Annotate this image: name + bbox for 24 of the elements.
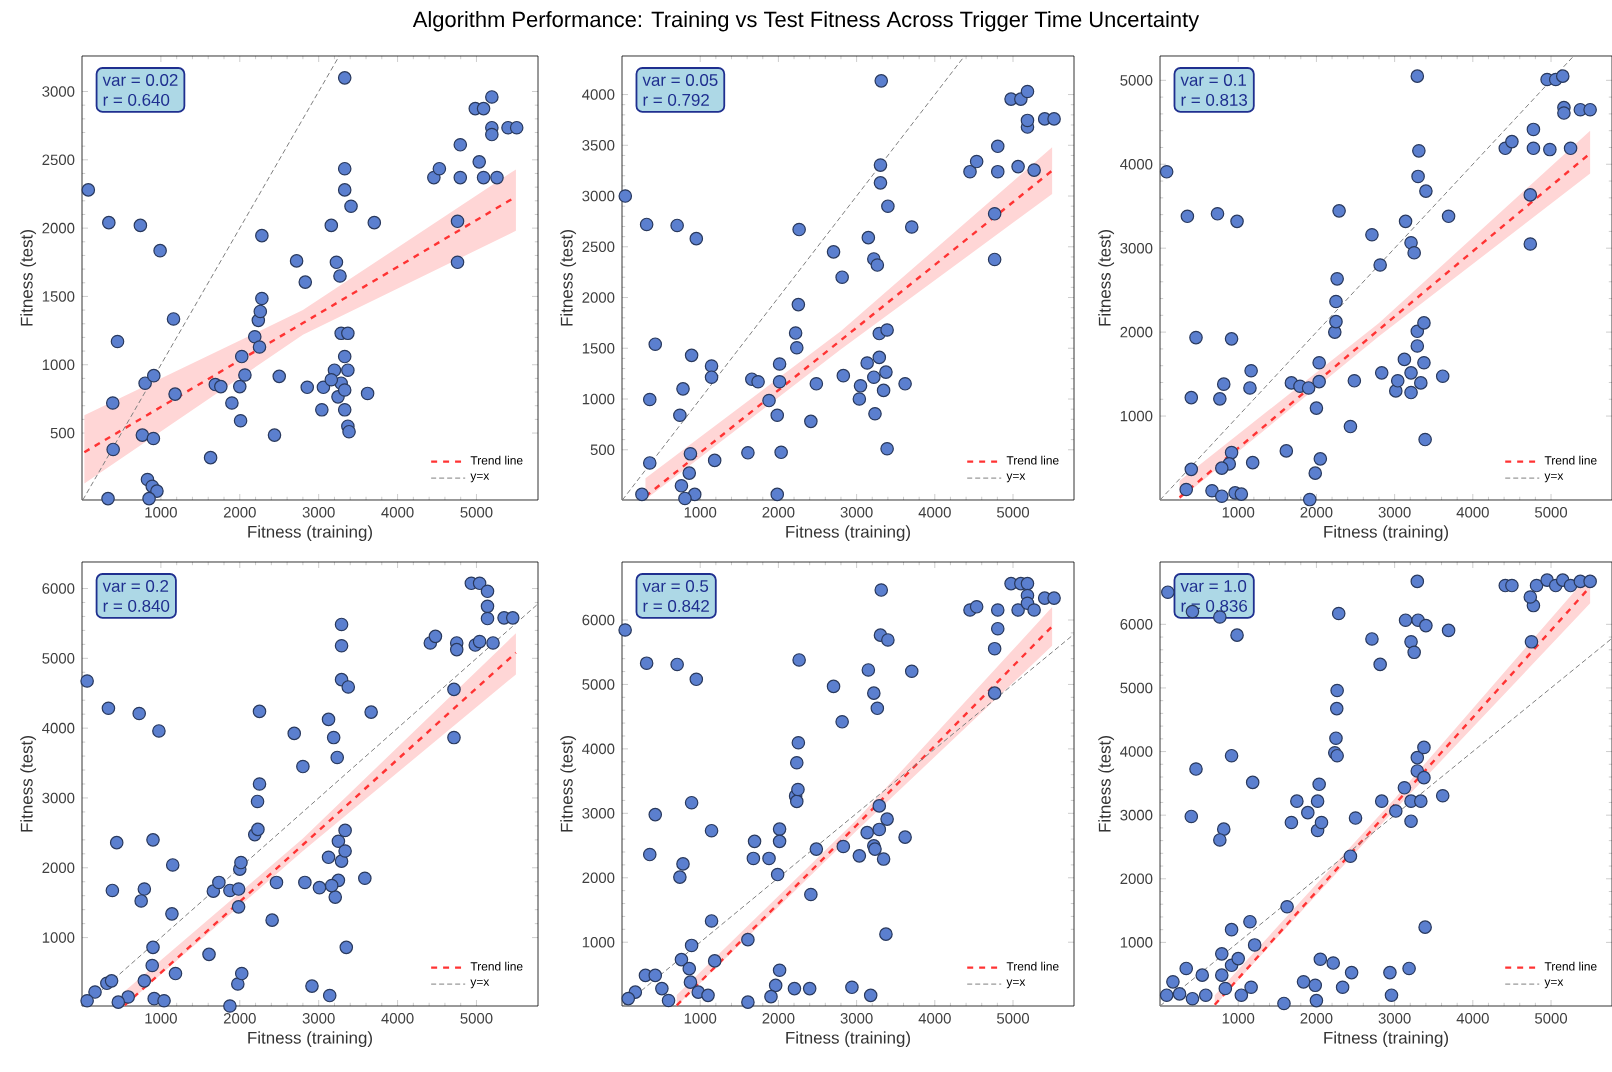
annotation: r = 0.792	[643, 93, 709, 106]
x-axis-title: Fitness (training)	[248, 1031, 372, 1048]
text: Algorithm Performance: Training vs Test Fitness Across Trigger Time Uncertainty	[412, 11, 1200, 32]
annotation: r = 0.840	[103, 599, 170, 612]
annotation: var = 0.05	[642, 73, 718, 86]
annotation: var = 0.2	[102, 580, 169, 592]
annotation: r = 0.640	[103, 93, 170, 106]
annotation: var = 1.0	[1180, 580, 1247, 592]
x-axis-title: Fitness (training)	[248, 525, 372, 542]
x-axis-title: Fitness (training)	[786, 525, 910, 542]
x-axis-title: Fitness (training)	[1324, 525, 1448, 542]
annotation: var = 0.1	[1180, 74, 1247, 86]
y-axis-title: Fitness (test)	[1098, 230, 1115, 326]
y-axis-title: Fitness (test)	[20, 736, 37, 832]
annotation: var = 0.02	[102, 74, 178, 86]
annotation: r = 0.813	[1181, 93, 1248, 106]
annotation: var = 0.5	[642, 580, 709, 592]
y-axis-title: Fitness (test)	[20, 230, 37, 326]
y-axis-title: Fitness (test)	[1098, 736, 1115, 832]
y-axis-title: Fitness (test)	[560, 736, 577, 832]
x-axis-title: Fitness (training)	[786, 1031, 910, 1048]
x-axis-title: Fitness (training)	[1324, 1031, 1448, 1048]
annotation: r = 0.842	[643, 599, 709, 612]
y-axis-title: Fitness (test)	[560, 230, 577, 326]
